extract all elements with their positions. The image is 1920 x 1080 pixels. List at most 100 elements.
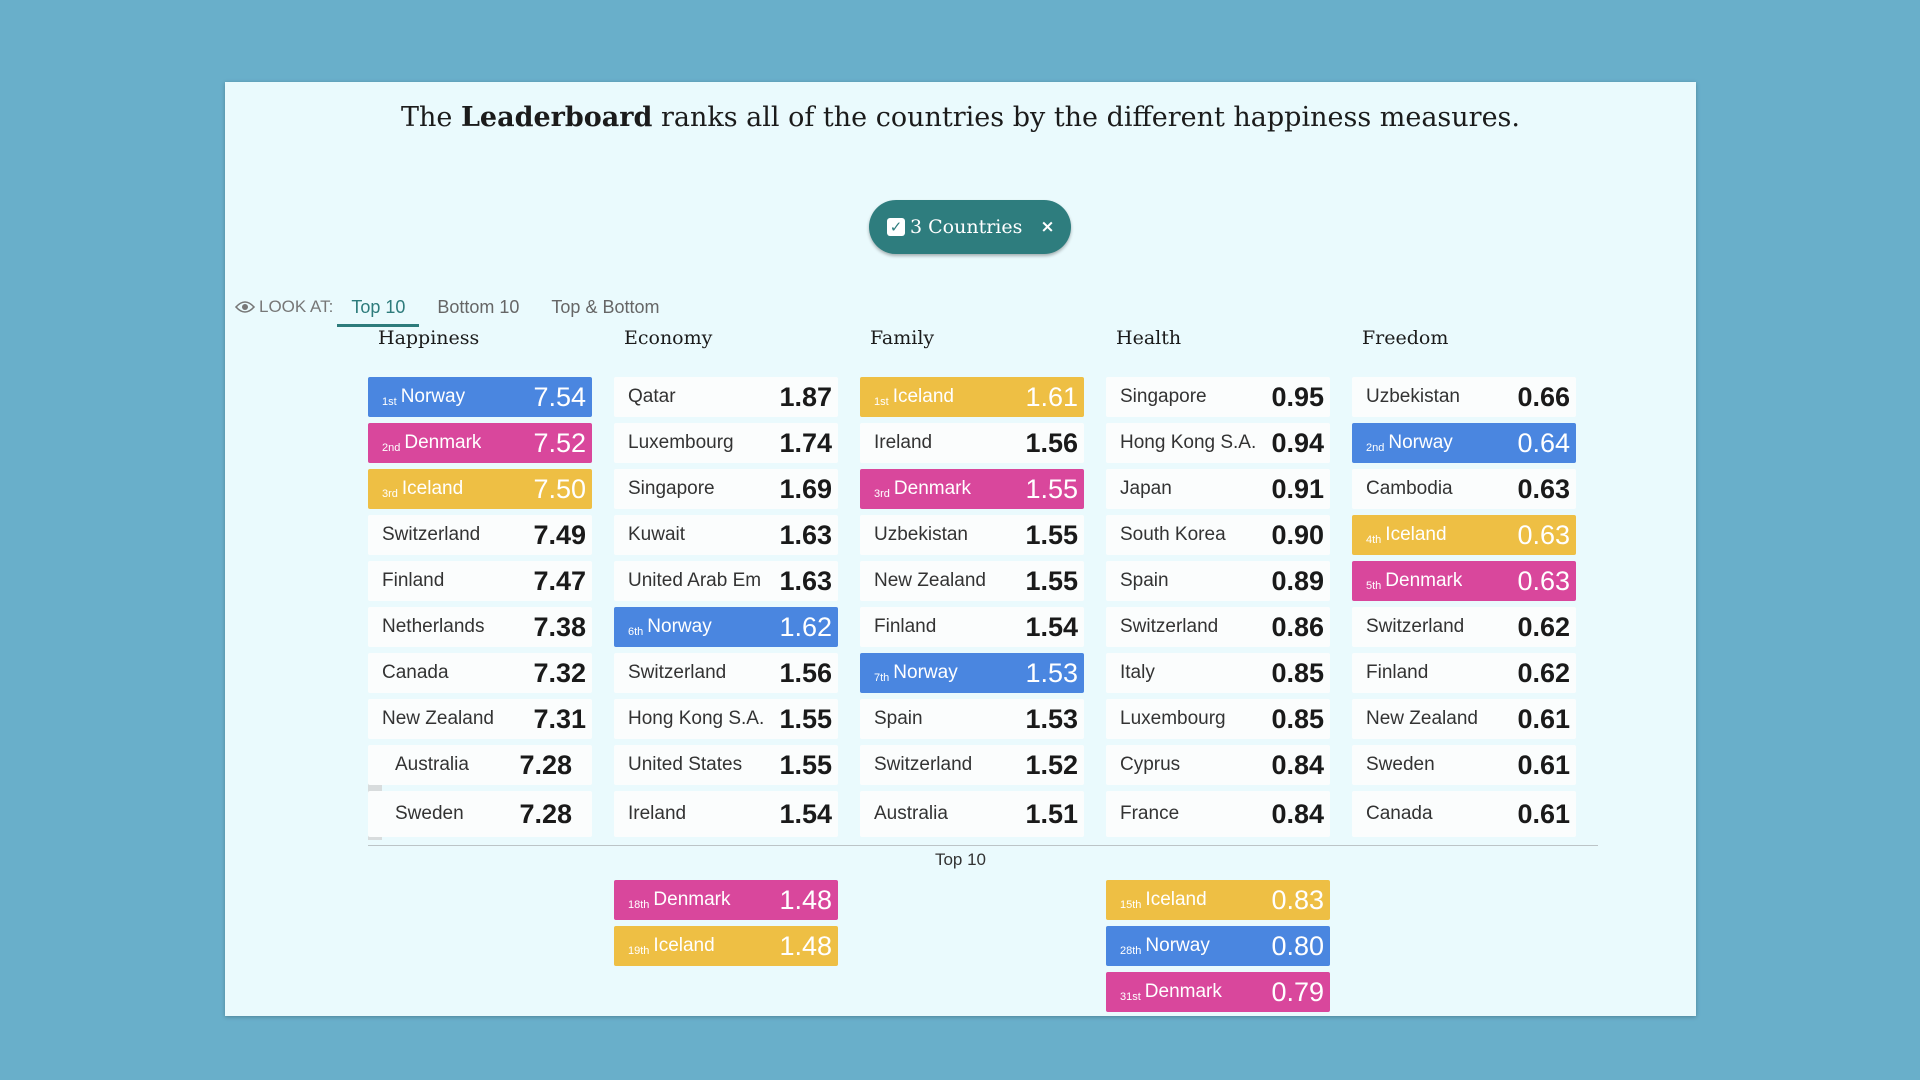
score-value: 1.61 — [1025, 381, 1078, 412]
score-value: 0.80 — [1271, 930, 1324, 961]
leaderboard-row[interactable]: Luxembourg 0.85 — [1106, 699, 1330, 739]
country-name: Singapore — [628, 478, 715, 500]
country-filter-chip[interactable]: ✓ 3 Countries × — [869, 200, 1071, 254]
country-label: Iceland — [892, 386, 954, 407]
country-name: Kuwait — [628, 524, 685, 546]
tab-bottom-10[interactable]: Bottom 10 — [437, 297, 520, 317]
leaderboard-row[interactable]: Switzerland 1.56 — [614, 653, 838, 693]
leaderboard-row[interactable]: Australia 1.51 — [860, 791, 1084, 837]
leaderboard-row[interactable]: Cambodia 0.63 — [1352, 469, 1576, 509]
leaderboard-row[interactable]: South Korea 0.90 — [1106, 515, 1330, 555]
leaderboard-row[interactable]: 15th Iceland 0.83 — [1106, 880, 1330, 920]
country-name: 5th Denmark — [1366, 570, 1462, 592]
leaderboard-row[interactable]: 31st Denmark 0.79 — [1106, 972, 1330, 1012]
column-title[interactable]: Economy — [624, 327, 713, 349]
leaderboard-row[interactable]: 2nd Norway 0.64 — [1352, 423, 1576, 463]
country-label: Norway — [1388, 432, 1453, 453]
leaderboard-row[interactable]: Finland 0.62 — [1352, 653, 1576, 693]
tab-top-10[interactable]: Top 10 — [337, 287, 420, 327]
leaderboard-row[interactable]: Hong Kong S.A. 1.55 — [614, 699, 838, 739]
leaderboard-row[interactable]: Finland 1.54 — [860, 607, 1084, 647]
rank-label: 31st — [1120, 991, 1141, 1003]
leaderboard-row[interactable]: Sweden 7.28 — [368, 791, 592, 837]
country-name: Luxembourg — [628, 432, 734, 454]
leaderboard-row[interactable]: Kuwait 1.63 — [614, 515, 838, 555]
leaderboard-row[interactable]: United Arab Em 1.63 — [614, 561, 838, 601]
tab-top-bottom[interactable]: Top & Bottom — [551, 297, 660, 317]
extra-rows: 18th Denmark 1.48 19th Iceland 1.48 — [614, 880, 838, 972]
column-title[interactable]: Happiness — [378, 327, 480, 349]
leaderboard-row[interactable]: Sweden 0.61 — [1352, 745, 1576, 785]
leaderboard-row[interactable]: 18th Denmark 1.48 — [614, 880, 838, 920]
country-name: Finland — [874, 616, 936, 638]
country-label: Hong Kong S.A. — [1120, 432, 1257, 453]
leaderboard-row[interactable]: Canada 0.61 — [1352, 791, 1576, 837]
close-icon[interactable]: × — [1040, 217, 1055, 237]
leaderboard-row[interactable]: Canada 7.32 — [368, 653, 592, 693]
leaderboard-row[interactable]: Hong Kong S.A. 0.94 — [1106, 423, 1330, 463]
score-value: 1.63 — [779, 519, 832, 550]
leaderboard-row[interactable]: Singapore 1.69 — [614, 469, 838, 509]
country-label: Switzerland — [628, 662, 727, 683]
country-label: Denmark — [653, 889, 731, 910]
column-title[interactable]: Freedom — [1362, 327, 1449, 349]
leaderboard-row[interactable]: Uzbekistan 0.66 — [1352, 377, 1576, 417]
country-name: Hong Kong S.A. — [1120, 432, 1256, 454]
score-value: 7.52 — [533, 427, 586, 458]
leaderboard-row[interactable]: Netherlands 7.38 — [368, 607, 592, 647]
column-happiness: Happiness 1st Norway 7.54 2nd Denmark 7.52 3rd I… — [368, 327, 592, 843]
leaderboard-row[interactable]: Switzerland 0.86 — [1106, 607, 1330, 647]
leaderboard-row[interactable]: 1st Norway 7.54 — [368, 377, 592, 417]
leaderboard-row[interactable]: Spain 1.53 — [860, 699, 1084, 739]
country-label: Switzerland — [382, 524, 481, 545]
leaderboard-row[interactable]: 3rd Iceland 7.50 — [368, 469, 592, 509]
leaderboard-row[interactable]: Italy 0.85 — [1106, 653, 1330, 693]
column-title[interactable]: Family — [870, 327, 935, 349]
leaderboard-row[interactable]: 4th Iceland 0.63 — [1352, 515, 1576, 555]
country-name: Singapore — [1120, 386, 1207, 408]
leaderboard-row[interactable]: 1st Iceland 1.61 — [860, 377, 1084, 417]
country-label: Singapore — [1120, 386, 1207, 407]
score-value: 0.63 — [1517, 565, 1570, 596]
leaderboard-row[interactable]: Switzerland 7.49 — [368, 515, 592, 555]
leaderboard-row[interactable]: New Zealand 0.61 — [1352, 699, 1576, 739]
filter-label: 3 Countries — [910, 216, 1023, 238]
leaderboard-row[interactable]: Singapore 0.95 — [1106, 377, 1330, 417]
leaderboard-row[interactable]: 3rd Denmark 1.55 — [860, 469, 1084, 509]
leaderboard-row[interactable]: 7th Norway 1.53 — [860, 653, 1084, 693]
leaderboard-row[interactable]: France 0.84 — [1106, 791, 1330, 837]
country-name: 31st Denmark — [1120, 981, 1222, 1003]
leaderboard-row[interactable]: Japan 0.91 — [1106, 469, 1330, 509]
leaderboard-row[interactable]: Finland 7.47 — [368, 561, 592, 601]
checkbox-icon[interactable]: ✓ — [887, 218, 905, 236]
leaderboard-row[interactable]: New Zealand 1.55 — [860, 561, 1084, 601]
country-name: Switzerland — [874, 754, 972, 776]
leaderboard-row[interactable]: United States 1.55 — [614, 745, 838, 785]
leaderboard-row[interactable]: Switzerland 0.62 — [1352, 607, 1576, 647]
leaderboard-row[interactable]: Uzbekistan 1.55 — [860, 515, 1084, 555]
leaderboard-row[interactable]: Luxembourg 1.74 — [614, 423, 838, 463]
leaderboard-row[interactable]: 2nd Denmark 7.52 — [368, 423, 592, 463]
leaderboard-row[interactable]: 6th Norway 1.62 — [614, 607, 838, 647]
leaderboard-row[interactable]: Ireland 1.56 — [860, 423, 1084, 463]
country-name: Switzerland — [1366, 616, 1464, 638]
country-label: Finland — [382, 570, 445, 591]
leaderboard-row[interactable]: New Zealand 7.31 — [368, 699, 592, 739]
leaderboard-row[interactable]: Spain 0.89 — [1106, 561, 1330, 601]
leaderboard-row[interactable]: 28th Norway 0.80 — [1106, 926, 1330, 966]
leaderboard-row[interactable]: 5th Denmark 0.63 — [1352, 561, 1576, 601]
column-economy: Economy Qatar 1.87 Luxembourg 1.74 Singapore 1… — [614, 327, 838, 843]
score-value: 0.90 — [1271, 519, 1324, 550]
country-name: Canada — [382, 662, 449, 684]
column-title[interactable]: Health — [1116, 327, 1182, 349]
score-value: 1.87 — [779, 381, 832, 412]
leaderboard-row[interactable]: Australia 7.28 — [368, 745, 592, 785]
country-label: Luxembourg — [1120, 708, 1226, 729]
country-name: Australia — [874, 803, 948, 825]
rank-label: 5th — [1366, 580, 1382, 592]
leaderboard-row[interactable]: Qatar 1.87 — [614, 377, 838, 417]
leaderboard-row[interactable]: Ireland 1.54 — [614, 791, 838, 837]
leaderboard-row[interactable]: Cyprus 0.84 — [1106, 745, 1330, 785]
leaderboard-row[interactable]: 19th Iceland 1.48 — [614, 926, 838, 966]
leaderboard-row[interactable]: Switzerland 1.52 — [860, 745, 1084, 785]
